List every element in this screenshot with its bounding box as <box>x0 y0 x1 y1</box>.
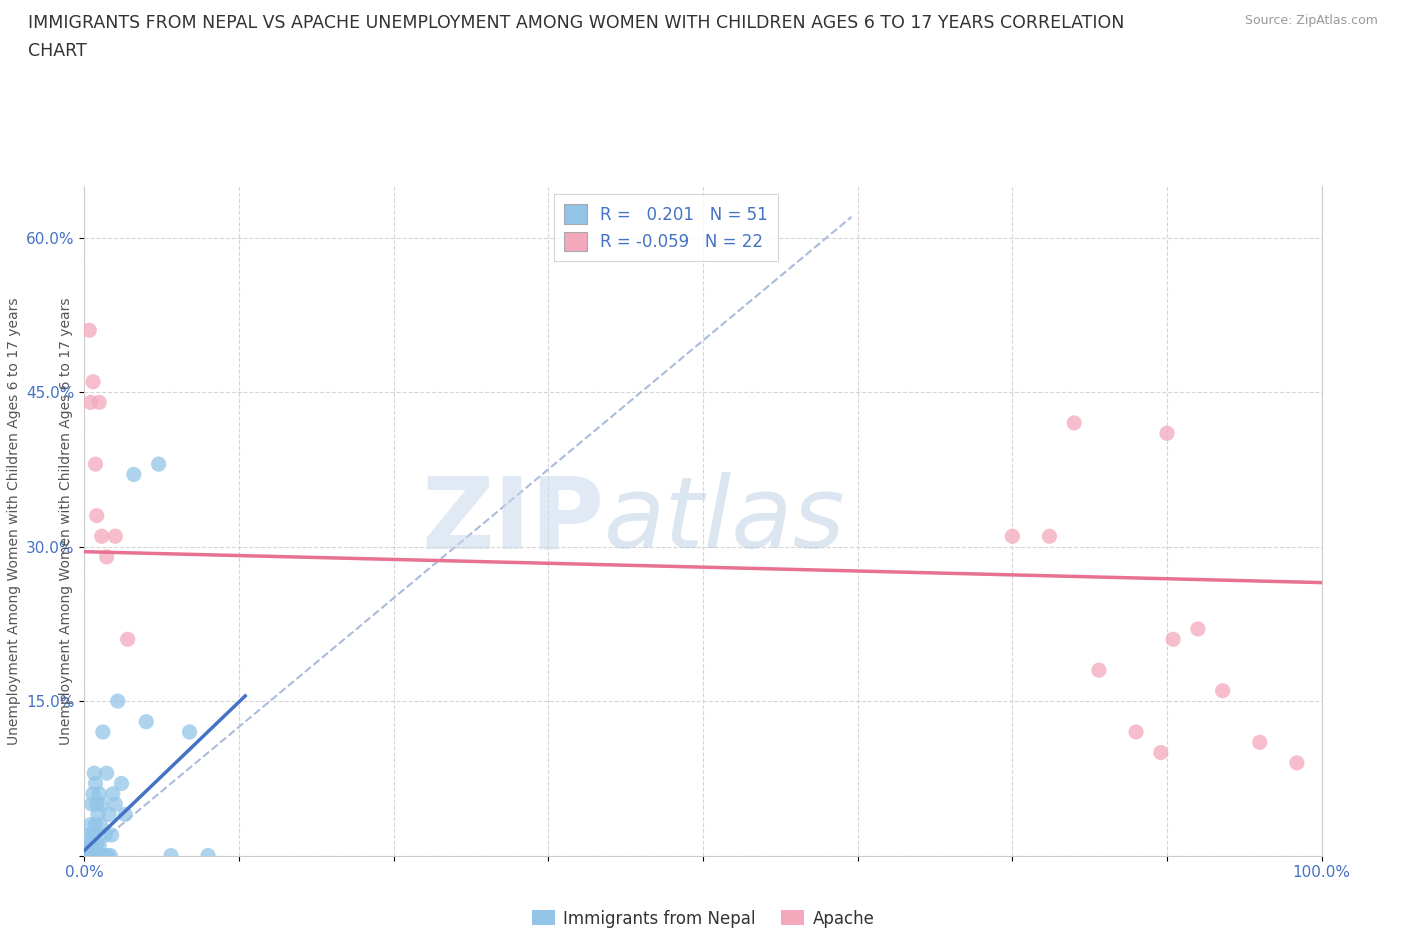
Legend: Immigrants from Nepal, Apache: Immigrants from Nepal, Apache <box>524 903 882 930</box>
Point <box>93 848 115 863</box>
Point <box>80 797 103 812</box>
Point <box>98 807 121 822</box>
Point <box>100 828 122 843</box>
Point <box>1038 529 1060 544</box>
Point <box>84 848 107 863</box>
Text: ZIP: ZIP <box>422 472 605 569</box>
Point <box>1125 724 1147 739</box>
Point <box>104 529 127 544</box>
Point <box>1150 745 1173 760</box>
Point <box>107 694 129 709</box>
Point <box>148 457 170 472</box>
Point <box>104 797 127 812</box>
Point <box>101 787 124 802</box>
Point <box>90 797 112 812</box>
Point <box>79 848 101 863</box>
Point <box>1156 426 1178 441</box>
Point <box>135 714 157 729</box>
Point <box>84 817 107 832</box>
Point <box>89 395 111 410</box>
Point <box>89 838 111 853</box>
Point <box>1001 529 1024 544</box>
Text: atlas: atlas <box>605 472 845 569</box>
Point <box>80 838 103 853</box>
Point <box>117 631 139 646</box>
Point <box>79 838 101 853</box>
Point <box>122 467 145 482</box>
Point <box>77 848 100 863</box>
Point <box>90 529 112 544</box>
Point <box>82 374 104 389</box>
Point <box>89 848 111 863</box>
Point <box>94 828 117 843</box>
Point <box>83 848 105 863</box>
Point <box>110 776 132 790</box>
Point <box>96 550 118 565</box>
Point <box>89 848 111 863</box>
Point <box>91 724 114 739</box>
Point <box>1285 755 1308 770</box>
Point <box>79 817 101 832</box>
Point <box>76 848 98 863</box>
Text: Source: ZipAtlas.com: Source: ZipAtlas.com <box>1244 14 1378 27</box>
Point <box>97 848 120 863</box>
Point <box>86 797 108 812</box>
Point <box>86 848 108 863</box>
Point <box>79 395 101 410</box>
Point <box>84 457 107 472</box>
Point <box>1212 684 1234 698</box>
Point <box>89 787 111 802</box>
Point <box>98 848 121 863</box>
Point <box>82 828 104 843</box>
Y-axis label: Unemployment Among Women with Children Ages 6 to 17 years: Unemployment Among Women with Children A… <box>59 297 73 745</box>
Point <box>1161 631 1184 646</box>
Point <box>179 724 201 739</box>
Point <box>86 508 108 523</box>
Point <box>1063 416 1085 431</box>
Point <box>86 838 108 853</box>
Point <box>79 323 101 338</box>
Point <box>197 848 219 863</box>
Point <box>83 828 105 843</box>
Point <box>87 807 110 822</box>
Point <box>1187 621 1209 636</box>
Point <box>96 765 118 780</box>
Point <box>114 807 136 822</box>
Point <box>83 765 105 780</box>
Point <box>80 848 103 863</box>
Text: Unemployment Among Women with Children Ages 6 to 17 years: Unemployment Among Women with Children A… <box>7 297 21 745</box>
Point <box>91 848 114 863</box>
Point <box>89 817 111 832</box>
Point <box>77 838 100 853</box>
Point <box>82 848 104 863</box>
Point <box>1249 735 1271 750</box>
Point <box>87 848 110 863</box>
Point <box>160 848 183 863</box>
Point <box>1088 663 1111 678</box>
Point <box>79 848 101 863</box>
Point <box>79 828 101 843</box>
Point <box>82 787 104 802</box>
Text: IMMIGRANTS FROM NEPAL VS APACHE UNEMPLOYMENT AMONG WOMEN WITH CHILDREN AGES 6 TO: IMMIGRANTS FROM NEPAL VS APACHE UNEMPLOY… <box>28 14 1125 32</box>
Point <box>84 776 107 790</box>
Text: CHART: CHART <box>28 42 87 60</box>
